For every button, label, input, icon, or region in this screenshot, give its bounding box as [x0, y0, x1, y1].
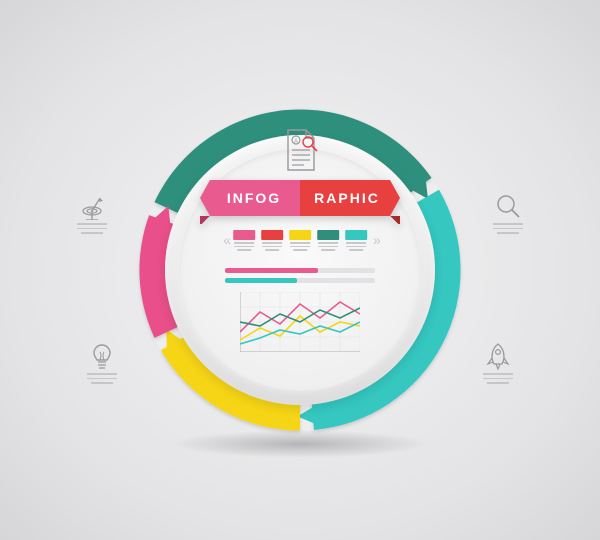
progress-bar — [225, 268, 375, 273]
color-swatch-strip: « » — [223, 230, 377, 251]
swatch — [261, 230, 283, 251]
progress-bars — [225, 268, 375, 283]
title-banner: INFOG RAPHIC — [200, 180, 400, 216]
progress-bar — [225, 278, 375, 283]
chevron-left-icon: « — [223, 234, 227, 246]
svg-text:A: A — [294, 139, 298, 145]
document-icon: A — [282, 128, 318, 172]
infographic-stage: A INFOG RAPHIC « » — [0, 0, 600, 540]
rocket-icon — [484, 342, 512, 370]
banner-left: INFOG — [200, 180, 300, 216]
chevron-right-icon: » — [373, 234, 377, 246]
callout-target — [72, 192, 112, 234]
callout-magnifier — [488, 192, 528, 234]
banner-right: RAPHIC — [300, 180, 400, 216]
magnifier-icon — [494, 192, 522, 220]
swatch — [233, 230, 255, 251]
mini-line-chart — [240, 292, 360, 352]
swatch — [317, 230, 339, 251]
swatch — [345, 230, 367, 251]
lightbulb-icon — [88, 342, 116, 370]
callout-rocket — [478, 342, 518, 384]
banner-fold-left — [200, 216, 212, 224]
swatch — [289, 230, 311, 251]
callout-lightbulb — [82, 342, 122, 384]
target-icon — [78, 192, 106, 220]
banner-fold-right — [388, 216, 400, 224]
